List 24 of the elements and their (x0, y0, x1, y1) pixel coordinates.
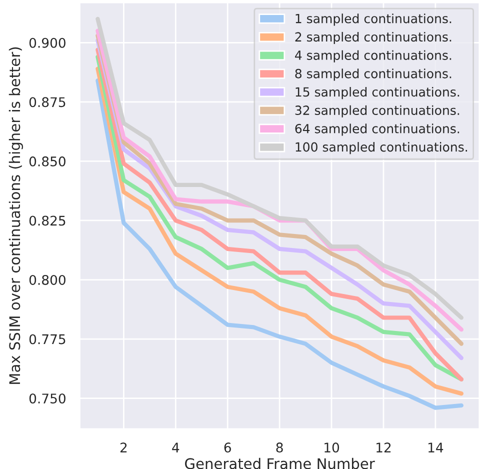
x-tick-label: 4 (172, 442, 180, 452)
y-tick-label: 0.825 (29, 216, 66, 226)
y-tick-label: 0.900 (29, 38, 66, 48)
y-tick-label: 0.750 (29, 394, 66, 404)
y-tick-label: 0.775 (29, 334, 66, 344)
legend-label: 32 sampled continuations. (295, 105, 460, 118)
x-tick-label: 6 (224, 442, 231, 453)
legend-label: 64 sampled continuations. (295, 124, 460, 136)
legend-label: 4 sampled continuations. (295, 50, 452, 62)
y-tick-label: 0.850 (29, 156, 66, 166)
legend-label: 8 sampled continuations. (295, 68, 452, 81)
x-axis-title: Generated Frame Number (185, 458, 375, 469)
y-axis-title: Max SSIM over continuations (higher is better) (8, 47, 24, 384)
y-tick-label: 0.800 (29, 274, 66, 285)
y-tick-label: 0.875 (29, 97, 66, 108)
x-tick-label: 10 (324, 442, 340, 453)
x-tick-label: 2 (120, 442, 127, 452)
legend-label: 2 sampled continuations. (295, 32, 452, 44)
x-tick-label: 12 (376, 442, 391, 452)
x-tick-label: 14 (428, 442, 444, 452)
legend-label: 1 sampled continuations. (296, 14, 452, 26)
legend-label: 100 sampled continuations. (296, 142, 467, 154)
x-tick-label: 8 (276, 442, 283, 453)
legend-label: 15 sampled continuations. (296, 86, 460, 100)
